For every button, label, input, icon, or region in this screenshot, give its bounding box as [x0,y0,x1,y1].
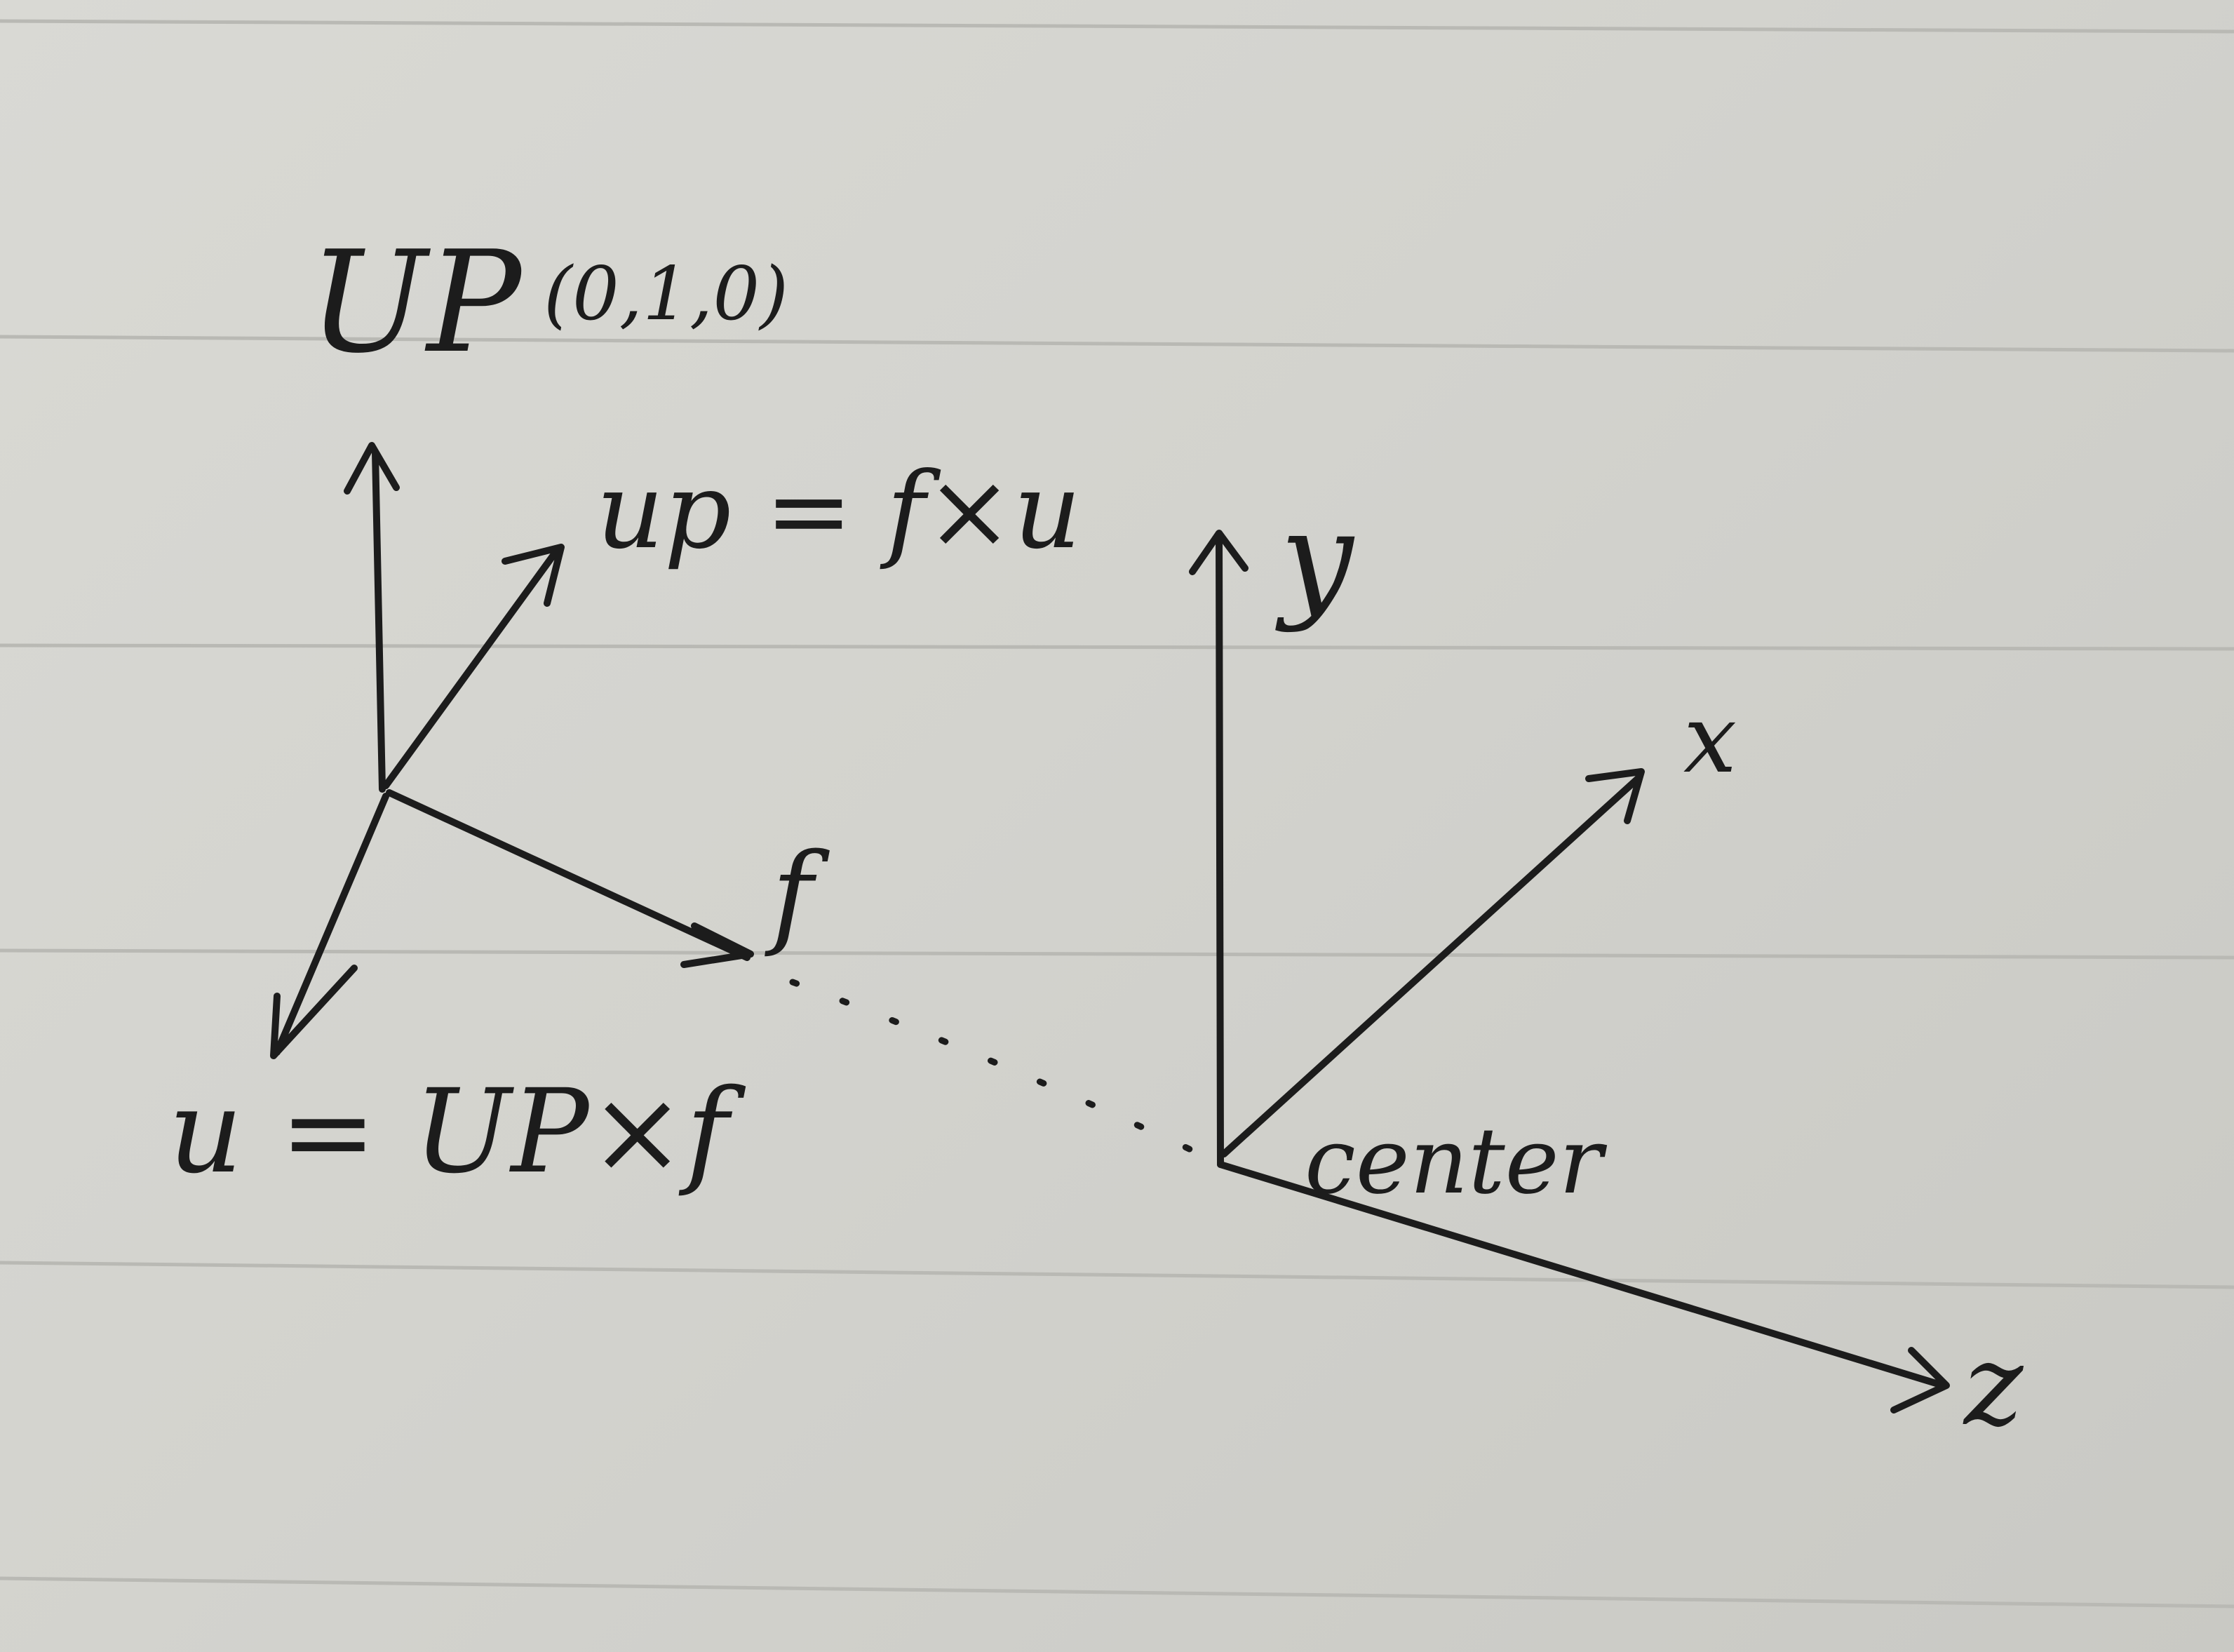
f-to-center-dashes [789,979,1196,1154]
ruled-line [0,948,2234,960]
world-frame [1189,530,1950,1413]
up-world-arrow [344,442,400,793]
u-axis-label: u = UP×f [168,1064,746,1199]
up-camera-arrow [382,544,565,789]
up-world-label: UP [309,221,524,384]
u-axis-arrow [270,793,389,1059]
forward-label: f [765,828,830,960]
y-axis-label: y [1275,483,1355,634]
ruled-line [0,643,2234,651]
ruled-line [0,335,2234,353]
ruled-line [0,1576,2234,1609]
z-axis-label: z [1963,1319,2024,1451]
ruled-line [0,19,2234,34]
x-axis-arrow [1220,768,1645,1157]
up-world-value: (0,1,0) [544,251,788,337]
up-camera-label: up = f×u [596,450,1081,572]
y-axis-arrow [1189,530,1249,1168]
labels: UP (0,1,0) up = f×u f u = UP×f y x z cen… [168,221,2024,1451]
ruled-lines [0,19,2234,1609]
ruled-line [0,1261,2234,1289]
center-label: center [1305,1108,1608,1214]
x-axis-label: x [1683,684,1737,794]
z-axis-arrow [1217,1161,1950,1413]
forward-arrow [386,789,754,968]
camera-frame [270,442,754,1059]
